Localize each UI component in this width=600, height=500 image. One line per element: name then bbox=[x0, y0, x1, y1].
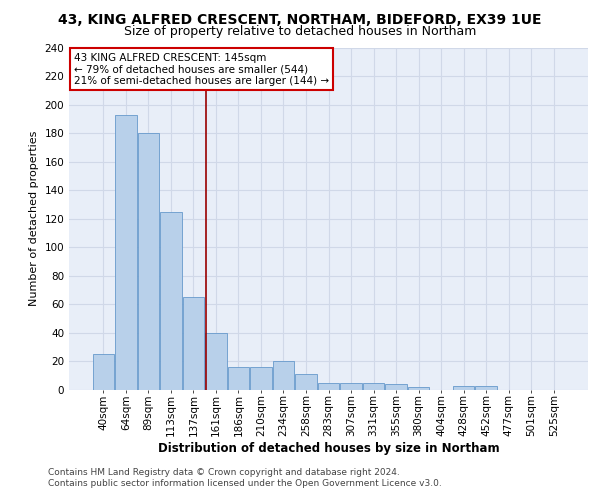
Bar bbox=[295, 374, 317, 390]
Text: Contains HM Land Registry data © Crown copyright and database right 2024.
Contai: Contains HM Land Registry data © Crown c… bbox=[48, 468, 442, 487]
Text: 43 KING ALFRED CRESCENT: 145sqm
← 79% of detached houses are smaller (544)
21% o: 43 KING ALFRED CRESCENT: 145sqm ← 79% of… bbox=[74, 52, 329, 86]
Bar bbox=[92, 354, 114, 390]
X-axis label: Distribution of detached houses by size in Northam: Distribution of detached houses by size … bbox=[158, 442, 499, 455]
Text: Size of property relative to detached houses in Northam: Size of property relative to detached ho… bbox=[124, 25, 476, 38]
Bar bbox=[408, 387, 429, 390]
Bar bbox=[273, 362, 294, 390]
Bar bbox=[115, 114, 137, 390]
Bar bbox=[137, 133, 159, 390]
Bar bbox=[160, 212, 182, 390]
Bar bbox=[453, 386, 475, 390]
Bar bbox=[475, 386, 497, 390]
Bar bbox=[318, 383, 339, 390]
Bar bbox=[385, 384, 407, 390]
Bar bbox=[363, 383, 384, 390]
Bar bbox=[340, 383, 362, 390]
Bar bbox=[228, 367, 249, 390]
Bar bbox=[205, 333, 227, 390]
Bar bbox=[182, 297, 204, 390]
Bar bbox=[250, 367, 272, 390]
Y-axis label: Number of detached properties: Number of detached properties bbox=[29, 131, 39, 306]
Text: 43, KING ALFRED CRESCENT, NORTHAM, BIDEFORD, EX39 1UE: 43, KING ALFRED CRESCENT, NORTHAM, BIDEF… bbox=[58, 12, 542, 26]
